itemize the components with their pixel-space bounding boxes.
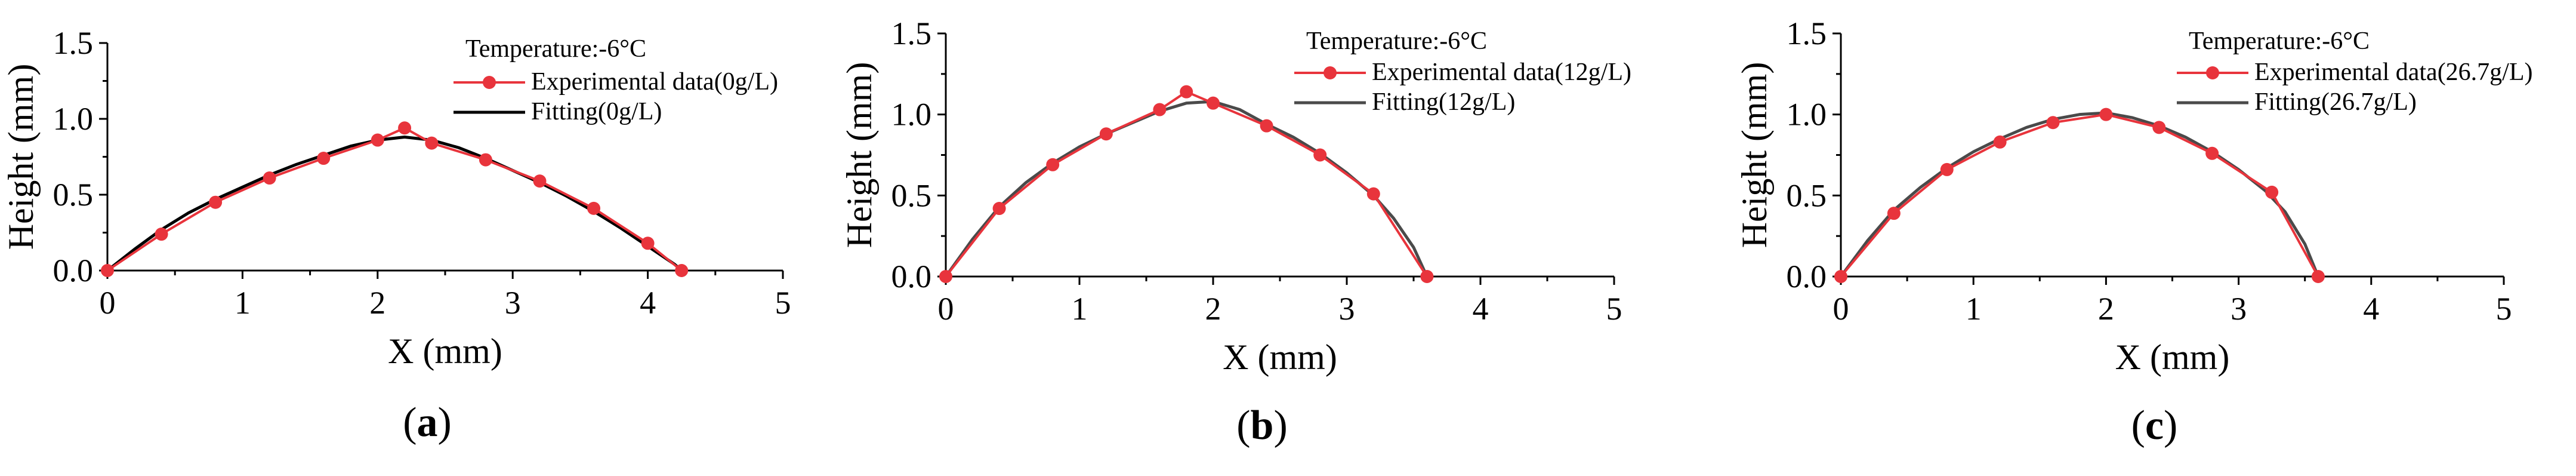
experimental-point-a	[209, 196, 222, 209]
experimental-point-b	[1046, 158, 1059, 171]
legend-experimental-label-c: Experimental data(26.7g/L)	[2254, 59, 2533, 86]
x-tick-label-b: 2	[1205, 291, 1221, 327]
x-tick-label-a: 2	[369, 285, 385, 321]
experimental-point-a	[641, 237, 655, 250]
experimental-point-c	[2099, 108, 2112, 121]
experimental-point-a	[263, 171, 276, 185]
y-tick-label-c: 1.5	[1787, 16, 1827, 51]
legend-experimental-label-b: Experimental data(12g/L)	[1372, 59, 1631, 86]
experimental-point-c	[2152, 121, 2165, 134]
chart-b: 0 1 2 3 4 50.00.51.01.5X (mm)Height (mm)Tempe…	[859, 0, 1717, 476]
experimental-point-a	[587, 202, 600, 215]
y-tick-label-b: 1.0	[891, 97, 932, 133]
x-axis-label-a: X (mm)	[388, 331, 502, 371]
experimental-point-b	[939, 270, 952, 283]
experimental-point-a	[371, 134, 384, 147]
x-tick-label-b: 4	[1473, 291, 1489, 327]
experimental-point-b	[1260, 119, 1273, 133]
temperature-annotation-b: Temperature:-6°C	[1306, 27, 1487, 55]
experimental-point-c	[2265, 186, 2278, 199]
experimental-line-a	[107, 128, 681, 271]
experimental-point-a	[101, 264, 114, 277]
experimental-point-a	[398, 121, 411, 134]
experimental-point-c	[2047, 116, 2060, 129]
chart-panel-c: 0 1 2 3 4 5 0.0 0.5 1.0 1.5 X (mm) Height (mm) Tempe…	[1717, 0, 2576, 476]
legend-fitting-label-c: Fitting(26.7g/L)	[2254, 88, 2417, 116]
chart-c: 0 1 2 3 4 5 0.0 0.5 1.0 1.5 X (mm) Height (mm) Tempe…	[1717, 0, 2576, 476]
experimental-point-b	[1207, 97, 1220, 110]
legend-experimental-marker-b	[1324, 66, 1337, 79]
y-axis-label-a: Height (mm)	[1, 64, 41, 250]
legend-fitting-label-a: Fitting(0g/L)	[531, 98, 662, 125]
chart-a: 0 1 2 3 4 5 0.0 0.5 1.0 1.5 X (mm) Height (mm) Tempe…	[0, 0, 859, 476]
temperature-annotation-c: Temperature:-6°C	[2189, 27, 2370, 55]
experimental-point-c	[2312, 270, 2325, 283]
x-tick-label-a: 3	[505, 285, 521, 321]
experimental-point-a	[479, 153, 492, 167]
experimental-point-a	[317, 152, 330, 165]
legend-experimental-marker-c	[2206, 66, 2219, 79]
y-axis-label-c: Height (mm)	[1735, 62, 1774, 248]
y-tick-label-a: 1.5	[53, 25, 94, 61]
x-tick-label-a: 4	[640, 285, 656, 321]
experimental-point-b	[1313, 149, 1326, 162]
y-tick-label-b: 0.0	[891, 259, 932, 294]
x-tick-label-a: 1	[235, 285, 251, 321]
x-tick-label-c: 5	[2496, 291, 2512, 327]
x-tick-label-b: 5	[1606, 291, 1622, 327]
y-tick-label-c: 0.5	[1787, 177, 1827, 213]
experimental-point-b	[993, 202, 1006, 215]
x-tick-label-b: 3	[1339, 291, 1355, 327]
fitting-line-b	[946, 102, 1427, 277]
y-axis-label-b: Height (mm)	[840, 62, 879, 248]
x-tick-label-b: 1	[1072, 291, 1088, 327]
chart-panel-b: 0 1 2 3 4 5 0.0 0.5 1.0 1.5 X (mm) Height (mm) Tempe…	[859, 0, 1717, 476]
x-tick-label-a: 5	[775, 285, 791, 321]
x-tick-label-c: 1	[1966, 291, 1982, 327]
experimental-point-b	[1153, 103, 1166, 116]
y-tick-label-a: 1.0	[53, 101, 94, 137]
x-tick-label-c: 3	[2231, 291, 2247, 327]
chart-panel-a: 0 1 2 3 4 5 0.0 0.5 1.0 1.5 X (mm) Height (mm) Tempe…	[0, 0, 859, 476]
x-tick-label-c: 0	[1833, 291, 1849, 327]
experimental-point-b	[1180, 85, 1193, 99]
y-tick-label-b: 0.5	[891, 177, 932, 213]
experimental-point-c	[2205, 147, 2219, 160]
x-axis-label-c: X (mm)	[2115, 337, 2230, 377]
experimental-point-b	[1100, 127, 1113, 140]
y-tick-label-a: 0.0	[53, 253, 94, 288]
temperature-annotation-a: Temperature:-6°C	[465, 35, 646, 63]
experimental-point-c	[1941, 163, 1954, 176]
y-tick-label-c: 1.0	[1787, 97, 1827, 133]
legend-experimental-marker-a	[483, 76, 496, 89]
panel-label-b: (b)	[1236, 403, 1288, 449]
panel-label-a: (a)	[403, 400, 452, 446]
experimental-point-a	[533, 174, 546, 188]
legend-fitting-label-b: Fitting(12g/L)	[1372, 88, 1515, 116]
experimental-line-b	[946, 92, 1427, 277]
x-tick-label-c: 2	[2098, 291, 2114, 327]
x-axis-label-b: X (mm)	[1223, 337, 1337, 377]
fitting-line-c	[1841, 113, 2318, 277]
x-tick-label-a: 0	[100, 285, 116, 321]
y-tick-label-c: 0.0	[1787, 259, 1827, 294]
panel-label-c: (c)	[2131, 403, 2178, 449]
experimental-point-b	[1367, 188, 1380, 201]
y-tick-label-a: 0.5	[53, 177, 94, 213]
legend-experimental-label-a: Experimental data(0g/L)	[531, 68, 778, 96]
experimental-point-b	[1420, 270, 1433, 283]
experimental-point-a	[155, 228, 168, 241]
x-tick-label-c: 4	[2363, 291, 2379, 327]
experimental-point-c	[1887, 207, 1901, 220]
experimental-point-c	[1994, 136, 2007, 149]
experimental-point-a	[425, 137, 438, 150]
x-tick-label-b: 0	[938, 291, 954, 327]
y-tick-label-b: 1.5	[891, 16, 932, 51]
experimental-point-c	[1834, 270, 1847, 283]
experimental-point-a	[675, 264, 688, 277]
